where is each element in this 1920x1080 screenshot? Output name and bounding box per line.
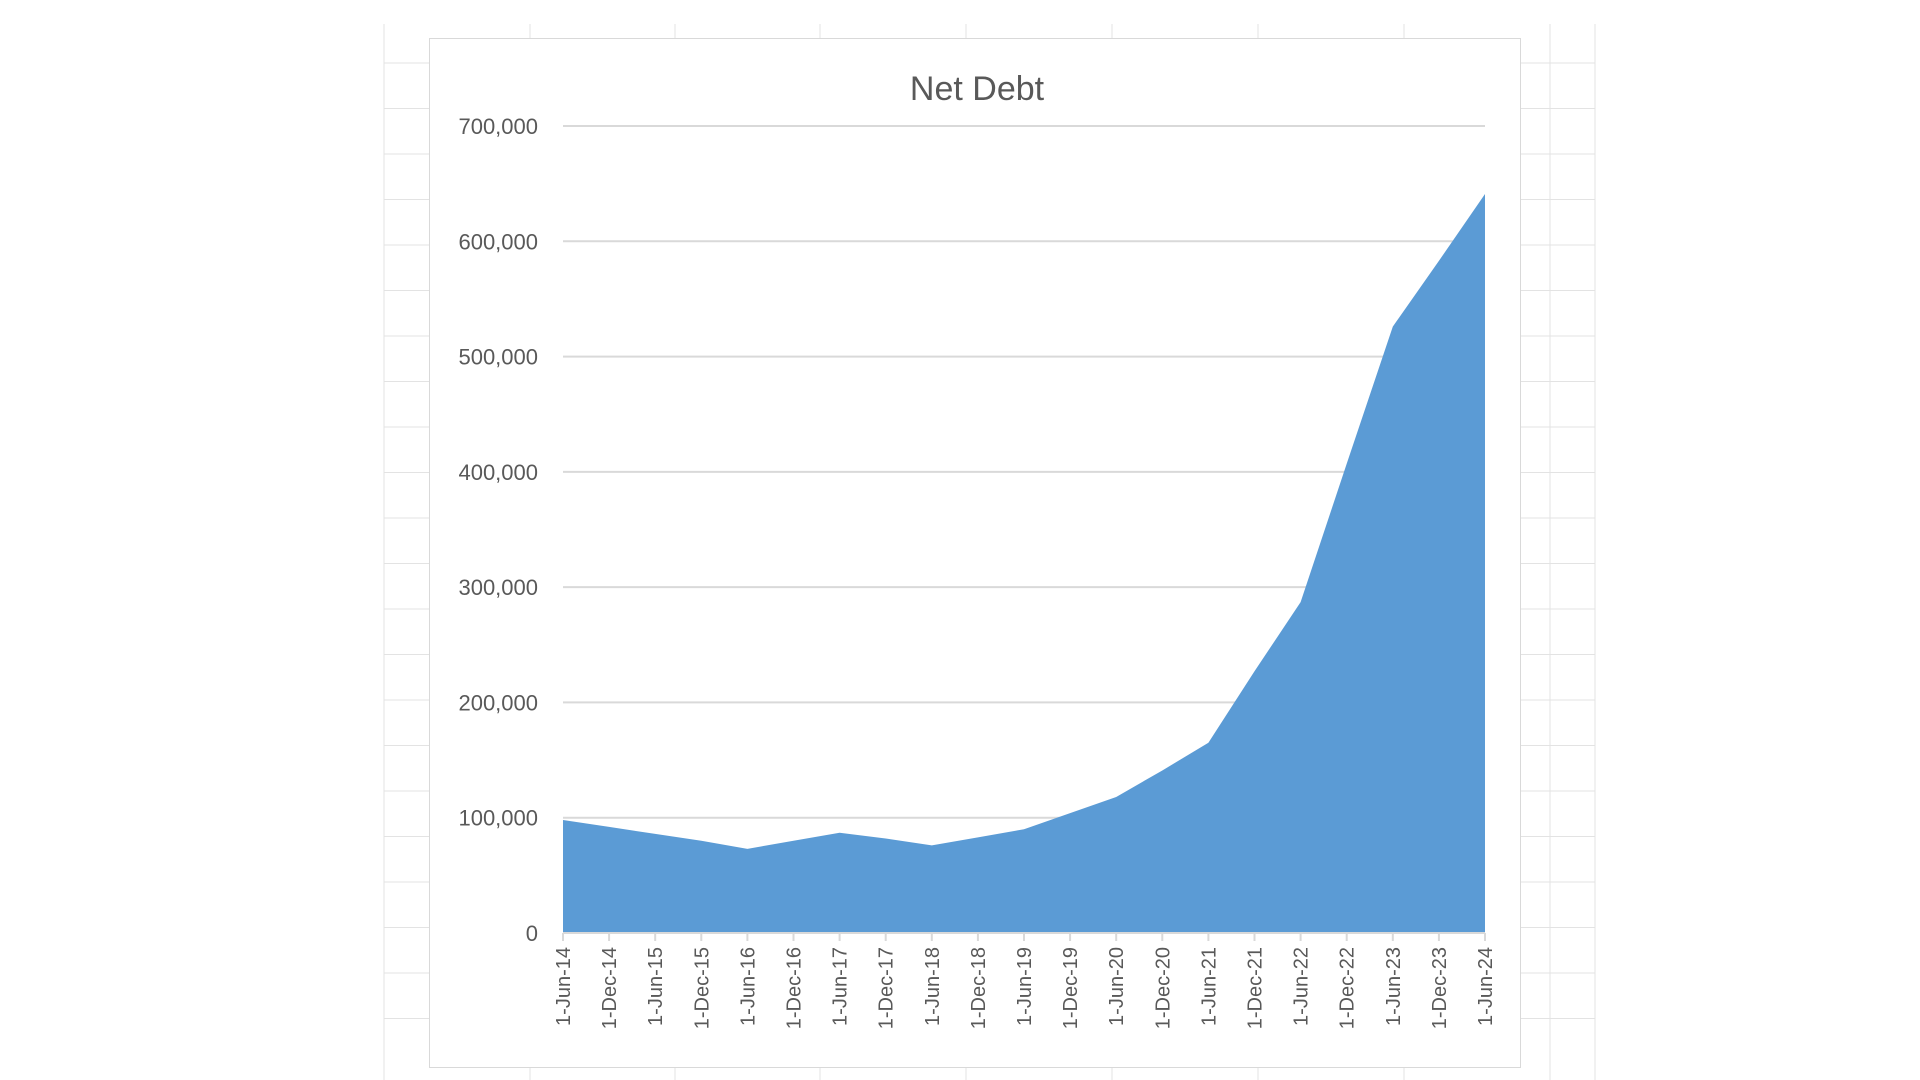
y-axis-tick-label: 100,000	[458, 806, 538, 831]
x-axis-tick-label: 1-Jun-19	[1014, 947, 1036, 1026]
y-axis-tick-label: 200,000	[458, 690, 538, 715]
y-axis-tick-label: 0	[526, 921, 538, 946]
x-axis-tick-label: 1-Dec-17	[876, 947, 898, 1029]
x-axis-tick-label: 1-Dec-18	[968, 947, 990, 1029]
y-axis-tick-label: 600,000	[458, 229, 538, 254]
x-axis-tick-label: 1-Jun-23	[1383, 947, 1405, 1026]
net-debt-area-series	[563, 194, 1485, 934]
x-axis-tick-label: 1-Dec-19	[1060, 947, 1082, 1029]
y-axis-tick-labels: 0 100,000 200,000 300,000 400,000 500,000 600,…	[458, 114, 538, 946]
x-axis-tick-label: 1-Dec-14	[599, 947, 621, 1029]
x-axis-tick-label: 1-Dec-23	[1429, 947, 1451, 1029]
y-axis-tick-label: 500,000	[458, 345, 538, 370]
x-axis-tick-label: 1-Jun-16	[737, 947, 759, 1026]
x-axis-tick-label: 1-Jun-24	[1475, 947, 1497, 1026]
x-axis-tick-label: 1-Jun-18	[922, 947, 944, 1026]
x-axis-tick-label: 1-Jun-14	[553, 947, 575, 1026]
x-axis-tick-label: 1-Jun-17	[830, 947, 852, 1026]
x-axis-tick-label: 1-Dec-22	[1337, 947, 1359, 1029]
x-axis-tick-label: 1-Dec-20	[1152, 947, 1174, 1029]
y-axis-tick-label: 700,000	[458, 114, 538, 139]
x-axis-tick-label: 1-Jun-15	[645, 947, 667, 1026]
x-axis-tick-label: 1-Dec-21	[1245, 947, 1267, 1029]
x-axis-tick-label: 1-Dec-15	[691, 947, 713, 1029]
y-axis-tick-label: 400,000	[458, 460, 538, 485]
x-axis-tick-label: 1-Jun-21	[1198, 947, 1220, 1026]
net-debt-area	[563, 194, 1485, 934]
y-axis-tick-label: 300,000	[458, 575, 538, 600]
x-axis: 1-Jun-14 1-Dec-14 1-Jun-15 1-Dec-15 1-Jun-16…	[553, 932, 1497, 1029]
chart-title: Net Debt	[910, 70, 1045, 108]
x-axis-tick-label: 1-Jun-22	[1291, 947, 1313, 1026]
x-axis-tick-label: 1-Jun-20	[1106, 947, 1128, 1026]
x-axis-tick-label: 1-Dec-16	[784, 947, 806, 1029]
